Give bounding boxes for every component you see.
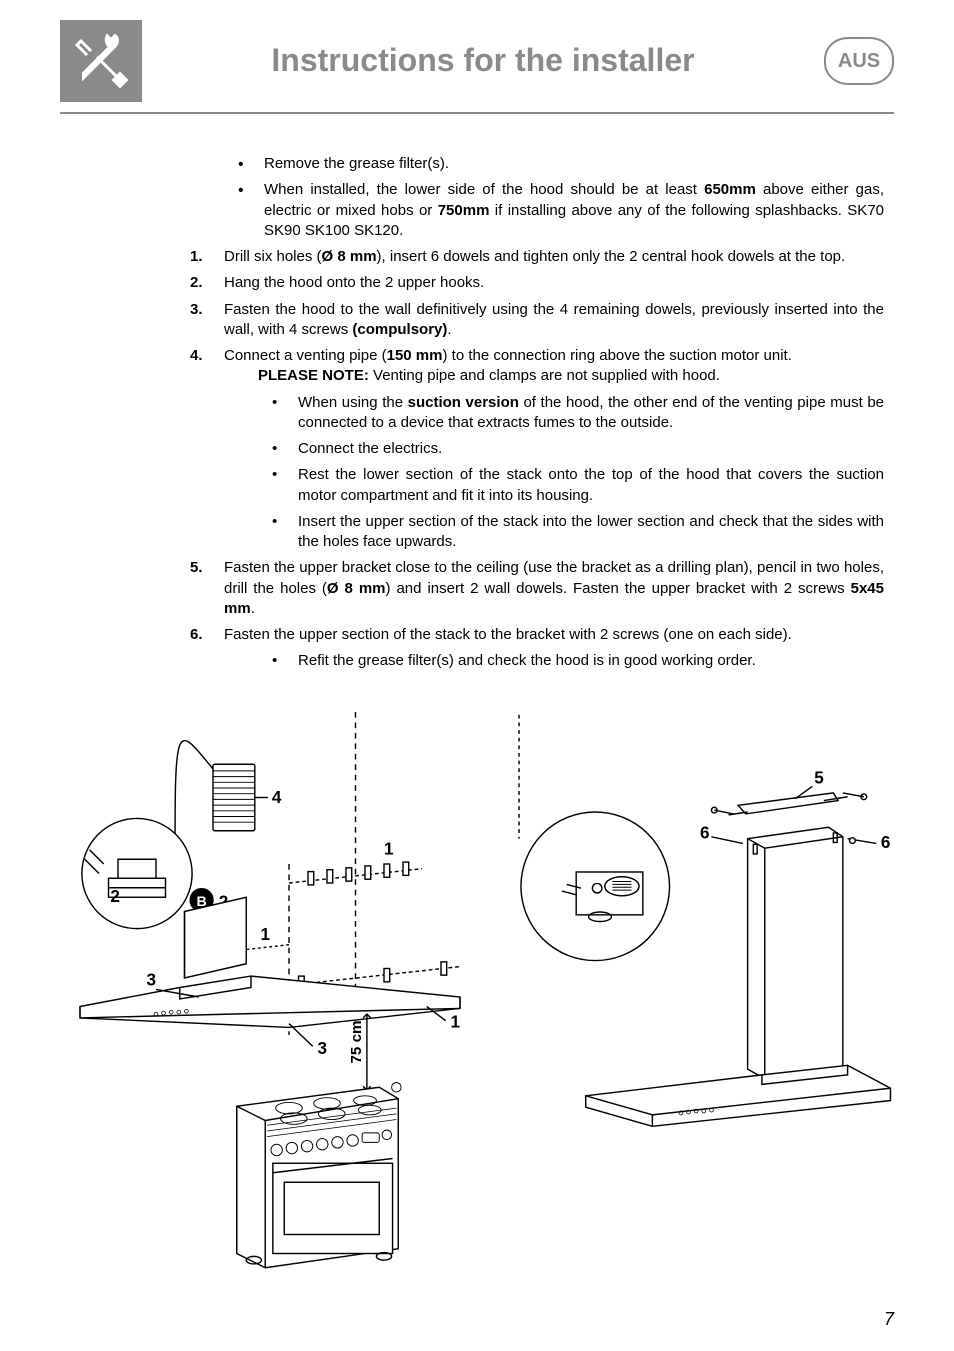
step-item: 4. Connect a venting pipe (150 mm) to the… (190, 346, 884, 552)
sub-bullet: Rest the lower section of the stack onto… (264, 465, 884, 506)
diagram-left: 4 2 B 2 (60, 712, 480, 1288)
step-note: PLEASE NOTE: Venting pipe and clamps are… (224, 366, 884, 386)
callout-2a: 2 (110, 887, 120, 906)
region-badge: AUS (824, 37, 894, 85)
step-item: 1. Drill six holes (Ø 8 mm), insert 6 dow… (190, 247, 884, 267)
step-text: Fasten the upper bracket close to the ce… (224, 559, 884, 617)
sub-bullet: When using the suction version of the ho… (264, 393, 884, 434)
callout-4: 4 (272, 788, 282, 807)
diagram-right: 5 6 6 (500, 712, 900, 1238)
page-number: 7 (884, 1307, 894, 1331)
step-number: 5. (190, 558, 203, 578)
instructions-content: Remove the grease filter(s). When install… (60, 154, 894, 672)
step-number: 1. (190, 247, 203, 267)
step-text: Hang the hood onto the 2 upper hooks. (224, 274, 484, 291)
sub-bullet: Connect the electrics. (264, 439, 884, 459)
step-sublist: When using the suction version of the ho… (224, 393, 884, 553)
dimension-label: 75 cm (348, 1020, 365, 1063)
sub-bullet: Insert the upper section of the stack in… (264, 512, 884, 553)
callout-3a: 3 (147, 970, 157, 989)
page-header: Instructions for the installer AUS (60, 20, 894, 102)
wrench-screwdriver-icon (60, 20, 142, 102)
step-item: 6. Fasten the upper section of the stack … (190, 625, 884, 672)
step-text: Fasten the upper section of the stack to… (224, 626, 792, 643)
numbered-steps: 1. Drill six holes (Ø 8 mm), insert 6 dow… (190, 247, 884, 672)
installation-diagrams: 4 2 B 2 (60, 712, 894, 1288)
callout-1a: 1 (384, 839, 394, 858)
step-item: 2. Hang the hood onto the 2 upper hooks. (190, 273, 884, 293)
step-text: Drill six holes (Ø 8 mm), insert 6 dowel… (224, 248, 845, 265)
callout-6b: 6 (881, 832, 891, 852)
callout-3b: 3 (318, 1039, 328, 1058)
step-number: 3. (190, 300, 203, 320)
step-sublist: Refit the grease filter(s) and check the… (224, 651, 884, 671)
step-item: 5. Fasten the upper bracket close to the … (190, 558, 884, 619)
callout-1b: 1 (261, 925, 271, 944)
intro-bullet-list: Remove the grease filter(s). When install… (190, 154, 884, 241)
sub-bullet: Refit the grease filter(s) and check the… (264, 651, 884, 671)
step-item: 3. Fasten the hood to the wall definitive… (190, 300, 884, 341)
callout-1c: 1 (451, 1012, 461, 1031)
step-number: 4. (190, 346, 203, 366)
intro-bullet: When installed, the lower side of the ho… (230, 180, 884, 241)
header-divider (60, 112, 894, 114)
step-number: 2. (190, 273, 203, 293)
callout-6a: 6 (700, 822, 710, 842)
step-number: 6. (190, 625, 203, 645)
intro-bullet: Remove the grease filter(s). (230, 154, 884, 174)
page-title: Instructions for the installer (142, 39, 824, 82)
step-text: Connect a venting pipe (150 mm) to the c… (224, 347, 792, 364)
step-text: Fasten the hood to the wall definitively… (224, 301, 884, 338)
callout-5: 5 (814, 767, 824, 787)
